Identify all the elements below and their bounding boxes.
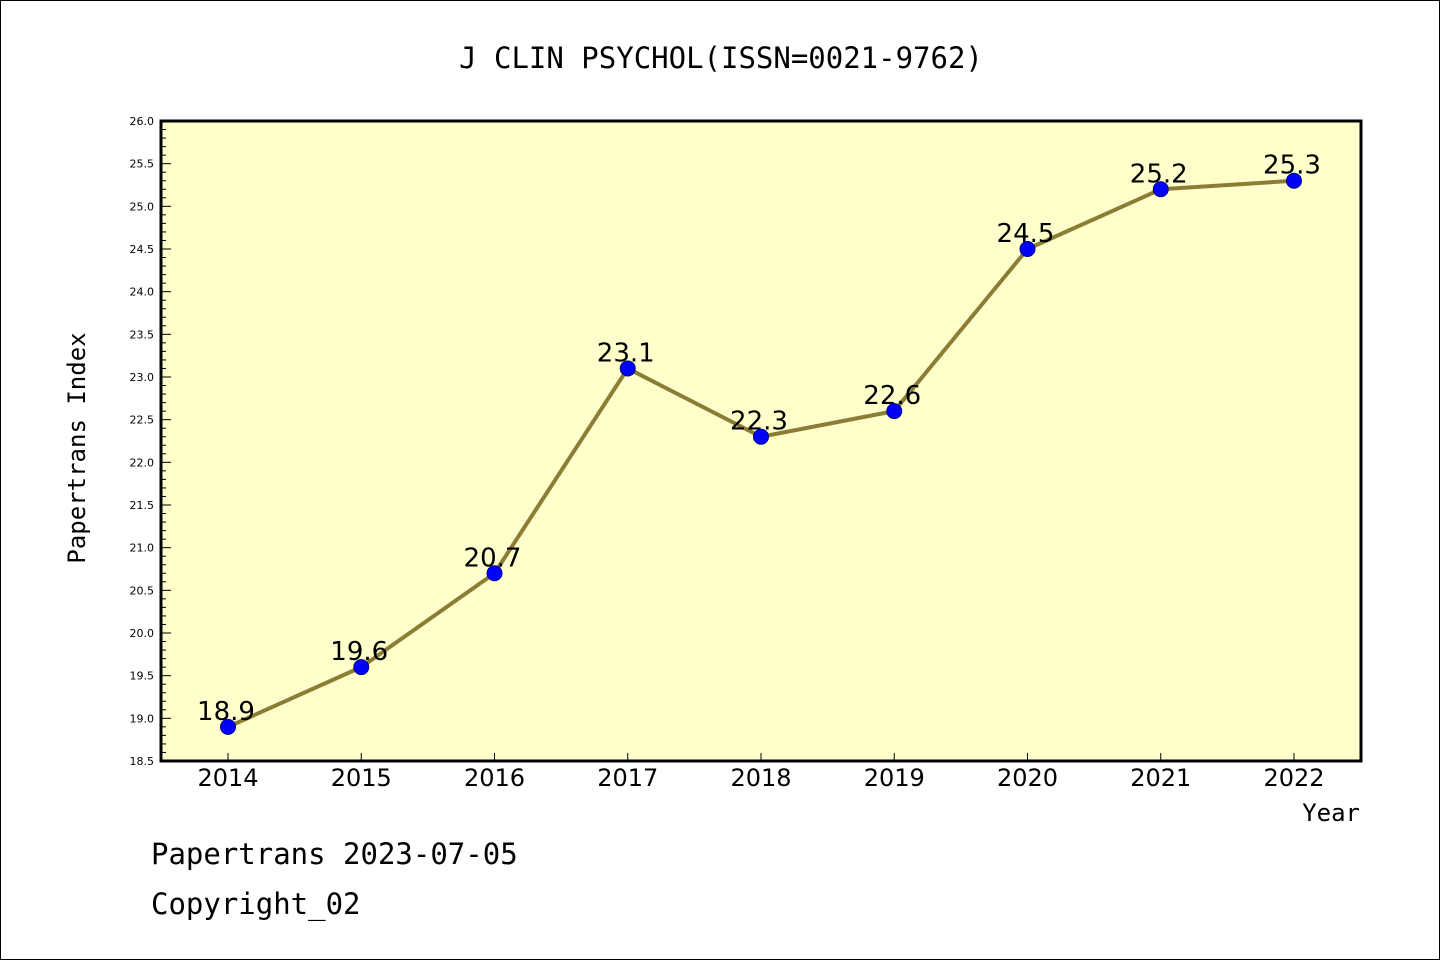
y-tick-label: 19.5 <box>130 670 155 683</box>
data-point <box>1286 172 1302 189</box>
y-tick-label: 24.0 <box>130 286 155 299</box>
y-tick-label: 19.0 <box>130 712 155 725</box>
footer-copyright-text: Copyright_02 <box>151 887 361 921</box>
y-tick-label: 25.0 <box>130 200 155 213</box>
x-tick-label: 2021 <box>1130 764 1191 792</box>
y-tick-label: 20.5 <box>130 584 155 597</box>
x-tick-label: 2014 <box>197 764 258 792</box>
y-tick-label: 23.5 <box>130 328 155 341</box>
data-point <box>486 565 503 582</box>
data-point <box>353 659 370 676</box>
y-tick-label: 23.0 <box>130 371 155 384</box>
data-point <box>220 718 236 735</box>
y-axis-label: Papertrans Index <box>63 332 91 563</box>
data-point <box>1152 181 1169 198</box>
footer-date-text: Papertrans 2023-07-05 <box>151 837 518 871</box>
x-tick-label: 2020 <box>997 764 1058 792</box>
y-tick-label: 26.0 <box>130 115 155 128</box>
data-point <box>619 360 636 377</box>
y-tick-label: 20.0 <box>130 627 155 640</box>
y-tick-label: 21.5 <box>130 499 155 512</box>
plot-area: 18.5 19.0 19.5 20.0 20.5 21.0 21.5 22.0 22.5 23.0… <box>130 115 1363 792</box>
y-tick-label: 25.5 <box>130 158 155 171</box>
x-tick-label: 2016 <box>464 764 525 792</box>
x-tick-label: 2017 <box>597 764 658 792</box>
data-point <box>886 403 903 420</box>
x-tick-label: 2022 <box>1263 764 1324 792</box>
y-tick-label: 18.5 <box>130 755 155 768</box>
y-tick-label: 22.5 <box>130 414 155 427</box>
x-tick-label: 2018 <box>730 764 791 792</box>
x-axis-label: Year <box>1302 799 1360 827</box>
plot-border <box>159 119 1363 763</box>
data-point <box>753 428 769 445</box>
x-tick-label: 2015 <box>331 764 392 792</box>
chart-title: J CLIN PSYCHOL(ISSN=0021-9762) <box>459 41 983 75</box>
y-tick-label: 21.0 <box>130 542 155 555</box>
data-point <box>1019 241 1036 257</box>
y-tick-label: 22.0 <box>130 456 155 469</box>
x-tick-label: 2019 <box>864 764 925 792</box>
y-tick-label: 24.5 <box>130 243 155 256</box>
